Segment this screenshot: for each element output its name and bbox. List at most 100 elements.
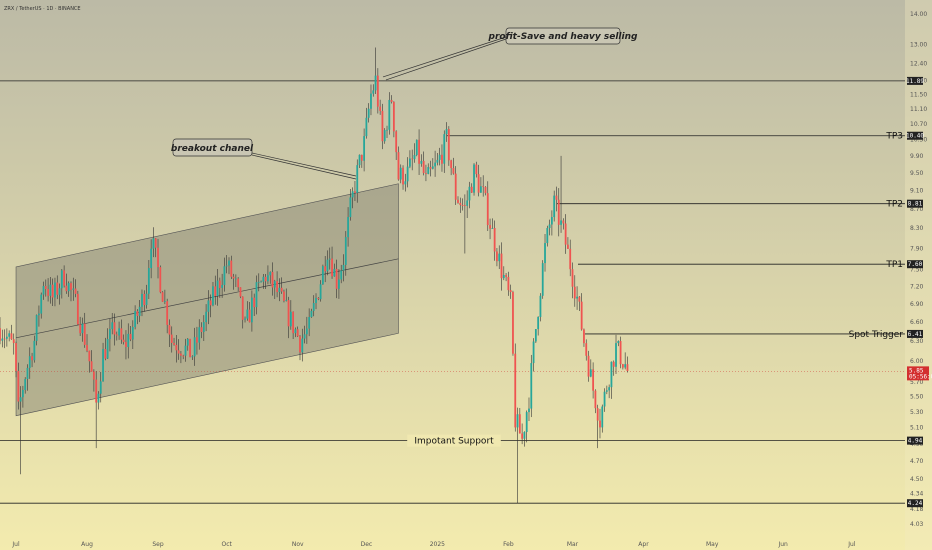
candle-body-188 <box>429 167 432 169</box>
candle-body-115 <box>262 276 265 282</box>
candle-body-54 <box>122 339 125 343</box>
candle-body-224 <box>512 292 514 354</box>
candle-body-114 <box>260 281 262 283</box>
callout-line-top-2 <box>385 38 507 81</box>
candle-body-13 <box>28 356 31 368</box>
candle-body-228 <box>521 433 524 439</box>
candle-body-111 <box>253 297 256 308</box>
candle-body-136 <box>310 310 313 318</box>
level-label-4: Spot Trigger <box>849 330 904 340</box>
candle-body-164 <box>374 75 377 91</box>
candle-body-142 <box>324 266 327 272</box>
candle-body-11 <box>24 379 27 390</box>
candle-body-102 <box>232 276 235 279</box>
candle-body-21 <box>47 289 49 296</box>
level-label-1: TP3 <box>885 132 903 142</box>
candle-body-38 <box>86 344 88 351</box>
price-tick-6: 10.70 <box>910 121 927 128</box>
candle-body-186 <box>425 173 427 174</box>
candle-body-123 <box>280 287 283 292</box>
candle-body-95 <box>216 280 219 296</box>
candle-body-34 <box>76 293 79 325</box>
level-label-2: TP2 <box>885 200 903 210</box>
candle-body-179 <box>409 158 411 167</box>
price-tick-12: 8.30 <box>910 225 924 232</box>
candle-body-138 <box>315 297 317 304</box>
candle-body-52 <box>118 328 120 336</box>
candle-body-28 <box>63 270 66 286</box>
candle-body-169 <box>386 129 388 131</box>
candle-body-243 <box>555 195 558 200</box>
candle-body-49 <box>111 322 114 330</box>
candle-body-101 <box>230 260 233 277</box>
time-tick-9: Apr <box>638 541 649 548</box>
candle-body-160 <box>365 117 368 137</box>
candle-body-206 <box>470 186 473 193</box>
candle-body-249 <box>569 248 572 270</box>
candle-body-7 <box>15 343 17 371</box>
candle-body-272 <box>621 364 624 368</box>
candle-body-2 <box>3 338 6 340</box>
candle-body-113 <box>257 281 260 283</box>
candle-body-239 <box>546 228 549 244</box>
candle-body-146 <box>333 268 336 277</box>
price-tick-16: 6.90 <box>910 301 924 308</box>
time-axis: Jul Aug Sep Oct Nov Dec 2025 Feb Mar Apr May Jun Jul <box>11 541 855 548</box>
price-tick-29: 4.03 <box>910 521 924 528</box>
candle-body-220 <box>502 274 505 279</box>
price-tick-1: 13.00 <box>910 41 927 48</box>
level-label-3: TP1 <box>885 260 903 270</box>
price-tick-21: 5.50 <box>910 394 924 401</box>
candle-body-194 <box>443 134 446 164</box>
candle-body-100 <box>228 260 230 266</box>
candle-body-68 <box>154 238 157 248</box>
candle-body-41 <box>92 371 95 380</box>
candle-body-235 <box>537 316 540 330</box>
price-tick-19: 6.00 <box>910 358 924 365</box>
candle-body-77 <box>175 344 178 351</box>
candle-body-226 <box>516 414 519 428</box>
candle-body-97 <box>221 284 224 288</box>
level-label-5: Impotant Support <box>414 437 494 447</box>
candle-body-147 <box>335 268 338 289</box>
candle-body-66 <box>150 248 153 269</box>
candle-body-51 <box>115 334 118 336</box>
time-tick-8: Mar <box>567 541 579 548</box>
price-tick-23: 5.10 <box>910 425 924 432</box>
candle-body-193 <box>441 154 443 164</box>
candle-body-24 <box>54 282 56 298</box>
candle-body-4 <box>8 333 11 337</box>
candle-body-265 <box>605 390 608 392</box>
candle-body-137 <box>312 303 315 311</box>
candle-body-108 <box>246 309 249 319</box>
candle-body-125 <box>285 300 288 301</box>
time-tick-6: 2025 <box>430 541 445 548</box>
candle-body-72 <box>163 301 166 302</box>
candle-body-107 <box>244 318 246 320</box>
candle-body-140 <box>319 284 322 300</box>
candle-body-175 <box>399 167 402 180</box>
candle-body-78 <box>177 350 180 354</box>
candle-body-218 <box>498 253 501 262</box>
candle-body-268 <box>612 361 615 367</box>
price-tick-2: 12.40 <box>910 61 927 68</box>
candle-body-57 <box>129 333 132 340</box>
candle-body-232 <box>530 363 533 409</box>
callout-line-channel-2 <box>251 154 357 180</box>
candle-body-67 <box>152 238 155 249</box>
candle-body-30 <box>67 283 70 292</box>
candle-body-89 <box>202 322 205 332</box>
candle-body-70 <box>159 267 162 293</box>
candle-body-155 <box>354 191 356 193</box>
candle-body-273 <box>624 364 627 368</box>
candle-body-12 <box>26 367 29 380</box>
price-tag-2: 8.81 <box>908 201 923 208</box>
candle-body-126 <box>287 300 290 327</box>
candle-body-213 <box>486 193 489 226</box>
candle-body-76 <box>173 342 175 345</box>
candle-body-112 <box>255 282 258 308</box>
candle-body-93 <box>212 286 214 306</box>
price-tick-10: 9.10 <box>910 187 924 194</box>
price-axis-panel[interactable] <box>905 0 932 550</box>
